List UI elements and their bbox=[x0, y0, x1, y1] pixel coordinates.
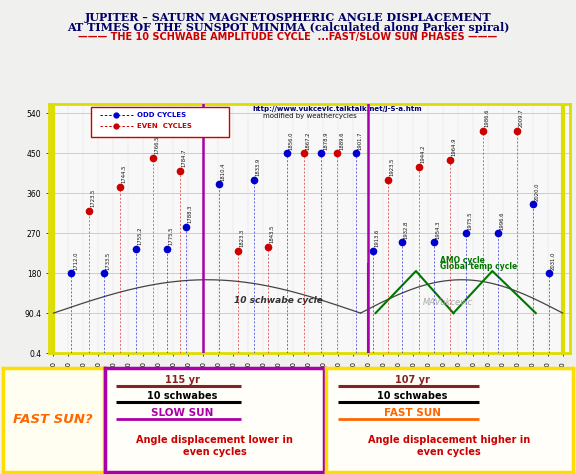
Text: FAST SUN: FAST SUN bbox=[384, 408, 441, 418]
Text: 1986.6: 1986.6 bbox=[484, 109, 489, 128]
Text: ——— THE 10 SCHWABE AMPLITUDE CYCLE  ...FAST/SLOW SUN PHASES ———: ——— THE 10 SCHWABE AMPLITUDE CYCLE ...FA… bbox=[78, 32, 498, 43]
Text: 1954.3: 1954.3 bbox=[436, 220, 441, 238]
Text: 1932.8: 1932.8 bbox=[404, 220, 408, 238]
Text: 1788.3: 1788.3 bbox=[187, 205, 192, 223]
Text: JUPITER – SATURN MAGNETOSPHERIC ANGLE DISPLACEMENT: JUPITER – SATURN MAGNETOSPHERIC ANGLE DI… bbox=[85, 12, 491, 23]
FancyBboxPatch shape bbox=[91, 107, 229, 137]
Text: AMO cycle: AMO cycle bbox=[440, 256, 485, 265]
Text: FAST SUN?: FAST SUN? bbox=[13, 413, 93, 427]
Text: 107 yr: 107 yr bbox=[395, 374, 430, 385]
Text: 1755.2: 1755.2 bbox=[138, 227, 143, 245]
Text: 1975.5: 1975.5 bbox=[468, 211, 473, 230]
Text: AT TIMES OF THE SUNSPOT MINIMA (calculated along Parker spiral): AT TIMES OF THE SUNSPOT MINIMA (calculat… bbox=[67, 21, 509, 33]
Text: 1712.0: 1712.0 bbox=[73, 251, 78, 270]
Text: 1775.5: 1775.5 bbox=[168, 227, 173, 245]
Text: SLOW SUN: SLOW SUN bbox=[151, 408, 213, 418]
Text: 1744.5: 1744.5 bbox=[122, 164, 127, 183]
Text: 1856.0: 1856.0 bbox=[289, 131, 294, 150]
Text: 1923.5: 1923.5 bbox=[390, 158, 395, 176]
Text: ODD CYCLES: ODD CYCLES bbox=[137, 112, 187, 118]
Text: 1889.6: 1889.6 bbox=[339, 131, 344, 150]
Text: 1784.7: 1784.7 bbox=[182, 149, 187, 167]
Text: 10 schwabes: 10 schwabes bbox=[377, 391, 448, 401]
Text: 1901.7: 1901.7 bbox=[357, 131, 362, 150]
Text: Angle displacement lower in
even cycles: Angle displacement lower in even cycles bbox=[137, 435, 293, 456]
Text: 2020.0: 2020.0 bbox=[535, 182, 539, 201]
Text: 10 schwabe cycle: 10 schwabe cycle bbox=[234, 296, 323, 305]
Text: http://www.vukcevic.talktalk.net/J-S-a.htm: http://www.vukcevic.talktalk.net/J-S-a.h… bbox=[253, 106, 422, 112]
Text: Angle displacement higher in
even cycles: Angle displacement higher in even cycles bbox=[368, 435, 530, 456]
Text: Global temp cycle: Global temp cycle bbox=[440, 262, 517, 271]
Text: 1878.9: 1878.9 bbox=[323, 131, 328, 150]
Text: 10 schwabes: 10 schwabes bbox=[147, 391, 217, 401]
Text: 1766.5: 1766.5 bbox=[154, 136, 160, 154]
Text: 1944.2: 1944.2 bbox=[420, 145, 426, 163]
Text: 1996.6: 1996.6 bbox=[499, 211, 504, 230]
Text: 115 yr: 115 yr bbox=[165, 374, 199, 385]
Text: 1733.5: 1733.5 bbox=[105, 251, 110, 270]
Text: 1964.9: 1964.9 bbox=[452, 138, 457, 156]
Text: 1833.9: 1833.9 bbox=[256, 158, 260, 176]
Text: 1867.2: 1867.2 bbox=[305, 131, 310, 150]
Text: modified by weathercycles: modified by weathercycles bbox=[263, 113, 357, 119]
Text: MAVukcevic: MAVukcevic bbox=[422, 298, 472, 307]
Text: 1810.4: 1810.4 bbox=[221, 162, 225, 181]
Text: 1913.6: 1913.6 bbox=[375, 229, 380, 247]
Text: EVEN  CYCLES: EVEN CYCLES bbox=[137, 123, 192, 129]
Text: 1723.5: 1723.5 bbox=[90, 189, 95, 208]
Text: 1843.5: 1843.5 bbox=[270, 225, 275, 243]
Text: 2031.0: 2031.0 bbox=[551, 251, 556, 270]
Text: 2009.7: 2009.7 bbox=[519, 109, 524, 128]
Text: 1823.3: 1823.3 bbox=[240, 229, 245, 247]
